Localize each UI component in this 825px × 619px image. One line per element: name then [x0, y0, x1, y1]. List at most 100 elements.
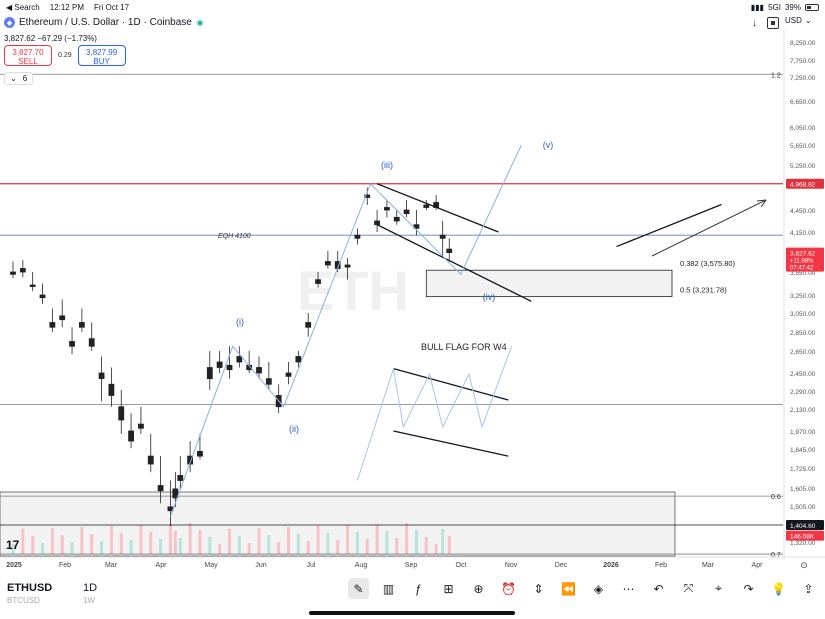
candle-body: [374, 220, 380, 226]
trade-row: 3,827.70 SELL 0.29 3,827.99 BUY: [4, 45, 126, 66]
fib-zone: [425, 269, 673, 298]
buy-button[interactable]: 3,827.99 BUY: [77, 45, 126, 66]
candle-body: [403, 209, 410, 215]
price-badge: [786, 247, 824, 272]
share-icon[interactable]: ⇪: [803, 581, 814, 596]
volume-bar: [21, 529, 25, 556]
indicators-toggle[interactable]: ⌄ 6: [4, 72, 34, 85]
arrow-head-icon: [756, 199, 767, 208]
volume-bar: [405, 523, 409, 556]
wave-label: (iii): [381, 160, 393, 170]
alert-clock-icon[interactable]: ⏰: [501, 581, 516, 596]
price-chart[interactable]: ETH 1.2 EQH 4100 0.6 0.7 0.382 (3,575.80) 0.…: [0, 14, 825, 574]
time-tick-label: Jun: [255, 562, 266, 569]
candle-body: [256, 367, 262, 374]
candle-body: [157, 485, 164, 492]
price-tick-label: 7,750.00: [790, 58, 816, 65]
symbol-title[interactable]: Ethereum / U.S. Dollar · 1D · Coinbase: [19, 17, 192, 28]
volume-bar: [11, 544, 15, 556]
time-tick-label: Feb: [59, 562, 71, 569]
layers-icon[interactable]: ◈: [593, 581, 604, 596]
price-tick-label: 7,250.00: [790, 75, 816, 82]
draw-pen-icon[interactable]: ✎: [348, 578, 369, 599]
redo-icon[interactable]: ↷: [743, 581, 754, 596]
compare-icon[interactable]: ⇕: [533, 581, 544, 596]
more-icon[interactable]: ⋯: [622, 581, 635, 596]
candle-body: [108, 383, 115, 396]
candle-body: [236, 356, 243, 363]
volume-bar: [50, 528, 54, 556]
candle-body: [59, 315, 66, 321]
symbol-switcher[interactable]: ETHUSD BTCUSD: [7, 582, 52, 605]
tradingview-logo-icon: 17: [6, 538, 20, 552]
price-tick-label: 2,650.00: [790, 349, 816, 356]
price-tick-label: 6,650.00: [790, 99, 816, 106]
volume-bar: [227, 529, 231, 556]
candle-type-icon[interactable]: ▥: [382, 581, 395, 596]
volume-bar: [395, 538, 399, 556]
price-badge-countdown: 07:47:42: [790, 266, 814, 272]
undo-icon[interactable]: ↶: [653, 581, 664, 596]
candle-body: [167, 506, 174, 512]
wave-label: (ii): [289, 424, 299, 434]
status-bar: ◀ Search 12:12 PM Fri Oct 17 ▮▮▮ 5GI 39%: [0, 0, 825, 14]
trend-line: [393, 430, 509, 457]
volume-bar: [90, 534, 94, 556]
chevron-down-icon: ⌄: [10, 74, 17, 83]
price-badge-label: 4,968.82: [790, 182, 816, 189]
candle-body: [69, 341, 75, 347]
volume-bar: [80, 527, 84, 556]
status-time: 12:12 PM: [49, 2, 84, 12]
candle-body: [354, 234, 361, 239]
candle-body: [285, 372, 292, 377]
volume-bar: [447, 536, 451, 556]
price-tick-label: 3,250.00: [790, 293, 816, 300]
current-symbol: ETHUSD: [7, 582, 53, 594]
last-price: 3,827.62: [4, 34, 36, 43]
volume-bar: [326, 533, 330, 556]
time-tick-label: Oct: [456, 562, 467, 569]
volume-bar: [287, 527, 291, 556]
candle-body: [324, 261, 331, 266]
price-tick-label: 1,845.00: [790, 447, 816, 454]
volume-bar: [173, 531, 177, 556]
price-badge: [786, 530, 824, 541]
candle-body: [315, 279, 321, 284]
wave-label: (i): [236, 317, 244, 327]
volume-bar: [149, 532, 153, 556]
layout-icon[interactable]: ⊞: [443, 581, 454, 596]
next-interval: 1W: [83, 596, 95, 605]
ethereum-logo-icon: ◆: [4, 17, 15, 28]
volume-bar: [119, 533, 123, 556]
time-tick-label: Apr: [752, 562, 764, 569]
indicator-count: 6: [22, 74, 28, 83]
back-to-search-link[interactable]: ◀ Search: [6, 2, 40, 12]
candle-body: [19, 268, 26, 273]
volume-bar: [168, 524, 172, 556]
fib-label-top: 0.382 (3,575.80): [680, 259, 736, 268]
price-tick-label: 1,970.00: [790, 429, 816, 436]
indicators-icon[interactable]: ƒ: [415, 581, 422, 596]
fullscreen-icon[interactable]: ⤧: [683, 581, 694, 595]
price-badge-label: 3,827.62: [790, 251, 816, 258]
candle-body: [88, 338, 95, 347]
crosshair-icon[interactable]: ⌖: [715, 581, 722, 595]
arrow-down-icon[interactable]: ↓: [752, 17, 757, 29]
candle-body: [295, 356, 302, 363]
price-badge: [786, 520, 824, 530]
add-icon[interactable]: ⊕: [473, 581, 484, 596]
trend-line: [376, 224, 532, 302]
light-bulb-icon[interactable]: 💡: [771, 581, 786, 596]
candle-body: [265, 378, 272, 385]
interval-switcher[interactable]: 1D 1W: [83, 582, 97, 605]
elliott-wave-path: [169, 144, 522, 517]
candle-body: [118, 406, 125, 421]
volume-bar: [385, 531, 389, 556]
chart-settings-icon[interactable]: [767, 17, 779, 29]
candle-body: [147, 455, 154, 465]
currency-selector[interactable]: USD ⌄: [785, 16, 812, 25]
volume-bar: [267, 535, 271, 556]
volume-bar: [424, 537, 428, 556]
sell-button[interactable]: 3,827.70 SELL: [4, 45, 52, 66]
replay-icon[interactable]: ⏪: [561, 581, 576, 596]
